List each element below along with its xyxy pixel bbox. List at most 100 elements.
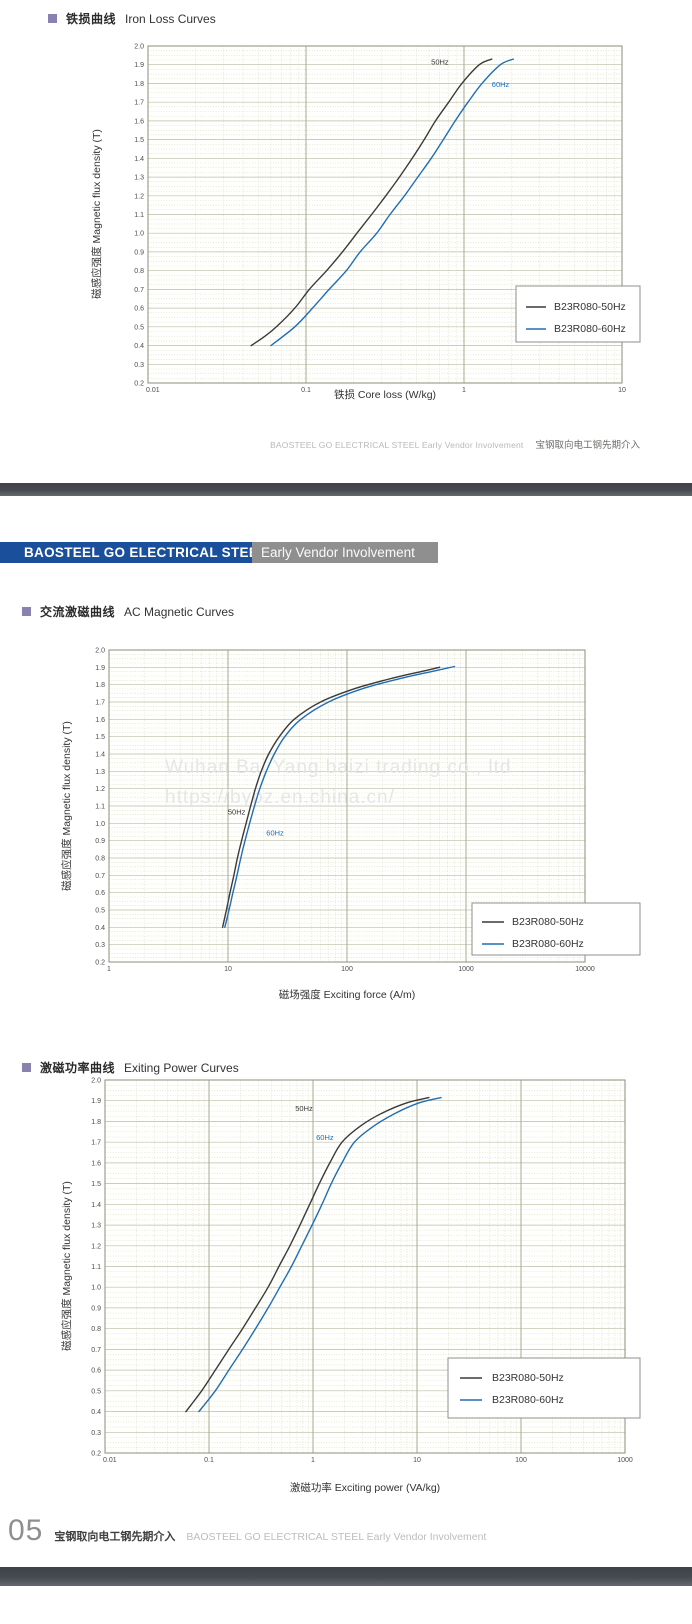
svg-text:0.2: 0.2 xyxy=(91,1451,101,1458)
page-note-zh: 宝钢取向电工钢先期介入 xyxy=(535,440,640,451)
svg-text:0.4: 0.4 xyxy=(95,925,105,932)
svg-text:100: 100 xyxy=(341,966,353,973)
svg-text:0.01: 0.01 xyxy=(146,387,160,394)
exciting-power-chart: 2.0 1.9 1.8 1.7 1.6 1.5 1.4 1.3 1.2 1.1 1.0 0.9 0.8 0… xyxy=(60,1078,641,1494)
banner-primary: BAOSTEEL GO ELECTRICAL STEEL xyxy=(0,542,266,563)
svg-text:0.6: 0.6 xyxy=(134,306,144,313)
svg-text:磁感应强度 Magnetic flux density: 磁感应强度 Magnetic flux density (T) xyxy=(90,129,103,299)
svg-text:0.5: 0.5 xyxy=(95,908,105,915)
svg-text:1.9: 1.9 xyxy=(91,1098,101,1105)
svg-text:1.3: 1.3 xyxy=(95,769,105,776)
svg-text:0.6: 0.6 xyxy=(95,890,105,897)
svg-text:激磁功率 Exciting power (VA/kg): 激磁功率 Exciting power (VA/kg) xyxy=(290,1481,440,1494)
svg-text:50Hz: 50Hz xyxy=(295,1104,313,1113)
svg-text:B23R080-60Hz: B23R080-60Hz xyxy=(554,323,626,335)
svg-text:0.01: 0.01 xyxy=(103,1457,117,1464)
svg-text:1.1: 1.1 xyxy=(134,212,144,219)
page-note: BAOSTEEL GO ELECTRICAL STEEL Early Vendo… xyxy=(270,437,640,451)
svg-text:1.7: 1.7 xyxy=(95,700,105,707)
section-title-en: Exiting Power Curves xyxy=(124,1060,239,1075)
svg-text:B23R080-50Hz: B23R080-50Hz xyxy=(492,1372,564,1384)
page-footer: 05 宝钢取向电工钢先期介入 BAOSTEEL GO ELECTRICAL ST… xyxy=(8,1516,486,1546)
svg-text:1.8: 1.8 xyxy=(95,682,105,689)
svg-text:铁损 Core loss (W/kg): 铁损 Core loss (W/kg) xyxy=(334,388,436,401)
svg-text:0.8: 0.8 xyxy=(134,268,144,275)
svg-text:1.7: 1.7 xyxy=(134,100,144,107)
svg-text:B23R080-60Hz: B23R080-60Hz xyxy=(512,938,584,950)
svg-text:1.5: 1.5 xyxy=(95,734,105,741)
svg-text:B23R080-50Hz: B23R080-50Hz xyxy=(512,916,584,928)
svg-text:1.6: 1.6 xyxy=(95,717,105,724)
svg-text:100: 100 xyxy=(515,1457,527,1464)
square-bullet-icon xyxy=(48,14,57,23)
svg-text:1.3: 1.3 xyxy=(91,1223,101,1230)
svg-text:1.6: 1.6 xyxy=(91,1160,101,1167)
svg-text:0.8: 0.8 xyxy=(95,856,105,863)
svg-text:1.0: 1.0 xyxy=(91,1285,101,1292)
page-bottom-bar xyxy=(0,1567,692,1586)
svg-text:0.3: 0.3 xyxy=(95,942,105,949)
svg-text:0.3: 0.3 xyxy=(91,1430,101,1437)
svg-text:1.4: 1.4 xyxy=(91,1202,101,1209)
svg-text:0.9: 0.9 xyxy=(134,249,144,256)
banner-secondary: Early Vendor Involvement xyxy=(252,542,438,563)
svg-text:1.4: 1.4 xyxy=(134,156,144,163)
svg-text:0.4: 0.4 xyxy=(91,1409,101,1416)
svg-text:0.2: 0.2 xyxy=(95,960,105,967)
svg-text:1.0: 1.0 xyxy=(95,821,105,828)
svg-text:1.5: 1.5 xyxy=(91,1181,101,1188)
svg-text:1000: 1000 xyxy=(458,966,474,973)
svg-text:磁场强度 Exciting force (A/m): 磁场强度 Exciting force (A/m) xyxy=(279,988,416,1001)
svg-text:0.2: 0.2 xyxy=(134,381,144,388)
svg-text:B23R080-50Hz: B23R080-50Hz xyxy=(554,301,626,313)
svg-text:50Hz: 50Hz xyxy=(228,808,246,817)
svg-text:10: 10 xyxy=(413,1457,421,1464)
section-title-iron-loss: 铁损曲线 Iron Loss Curves xyxy=(48,10,216,27)
svg-text:1: 1 xyxy=(462,387,466,394)
svg-text:1.9: 1.9 xyxy=(95,665,105,672)
svg-text:0.7: 0.7 xyxy=(91,1347,101,1354)
svg-text:1.9: 1.9 xyxy=(134,62,144,69)
svg-text:0.7: 0.7 xyxy=(95,873,105,880)
svg-text:1.8: 1.8 xyxy=(91,1119,101,1126)
svg-text:B23R080-60Hz: B23R080-60Hz xyxy=(492,1394,564,1406)
svg-text:磁感应强度 Magnetic flux density: 磁感应强度 Magnetic flux density (T) xyxy=(60,721,73,891)
svg-text:0.8: 0.8 xyxy=(91,1326,101,1333)
svg-text:1.2: 1.2 xyxy=(134,193,144,200)
svg-text:2.0: 2.0 xyxy=(91,1078,101,1085)
svg-text:2.0: 2.0 xyxy=(95,648,105,655)
svg-text:0.5: 0.5 xyxy=(134,324,144,331)
svg-text:1: 1 xyxy=(107,966,111,973)
ac-magnetic-chart: 2.0 1.9 1.8 1.7 1.6 1.5 1.4 1.3 1.2 1.1 1.0 0.9 0.8 0… xyxy=(60,648,641,1001)
svg-text:https://bybz.en.china.cn/: https://bybz.en.china.cn/ xyxy=(165,787,395,808)
svg-text:Wuhan Bai Yang baizi trading c: Wuhan Bai Yang baizi trading co., ltd xyxy=(165,757,511,778)
svg-text:0.5: 0.5 xyxy=(91,1388,101,1395)
section-title-ac-magnetic: 交流激磁曲线 AC Magnetic Curves xyxy=(22,603,234,620)
section-banner: BAOSTEEL GO ELECTRICAL STEEL Early Vendo… xyxy=(0,542,438,563)
svg-text:60Hz: 60Hz xyxy=(266,829,284,838)
footer-en: BAOSTEEL GO ELECTRICAL STEEL Early Vendo… xyxy=(186,1531,487,1543)
square-bullet-icon xyxy=(22,607,31,616)
svg-text:0.3: 0.3 xyxy=(134,362,144,369)
svg-text:1.1: 1.1 xyxy=(91,1264,101,1271)
svg-text:2.0: 2.0 xyxy=(134,44,144,51)
svg-text:0.9: 0.9 xyxy=(91,1305,101,1312)
svg-text:1.6: 1.6 xyxy=(134,118,144,125)
svg-text:1.5: 1.5 xyxy=(134,137,144,144)
section-title-exciting-power: 激磁功率曲线 Exiting Power Curves xyxy=(22,1059,239,1076)
svg-text:10000: 10000 xyxy=(575,966,595,973)
page-number: 05 xyxy=(8,1514,44,1547)
svg-text:0.4: 0.4 xyxy=(134,343,144,350)
svg-text:1.4: 1.4 xyxy=(95,752,105,759)
footer-zh: 宝钢取向电工钢先期介入 xyxy=(54,1531,176,1543)
page-divider-bar xyxy=(0,483,692,496)
svg-text:1.1: 1.1 xyxy=(95,804,105,811)
page-note-en: BAOSTEEL GO ELECTRICAL STEEL Early Vendo… xyxy=(270,440,524,450)
section-title-zh: 铁损曲线 xyxy=(66,12,117,26)
svg-text:10: 10 xyxy=(224,966,232,973)
svg-text:1.2: 1.2 xyxy=(95,786,105,793)
svg-text:1: 1 xyxy=(311,1457,315,1464)
svg-text:0.1: 0.1 xyxy=(204,1457,214,1464)
svg-text:1.3: 1.3 xyxy=(134,175,144,182)
